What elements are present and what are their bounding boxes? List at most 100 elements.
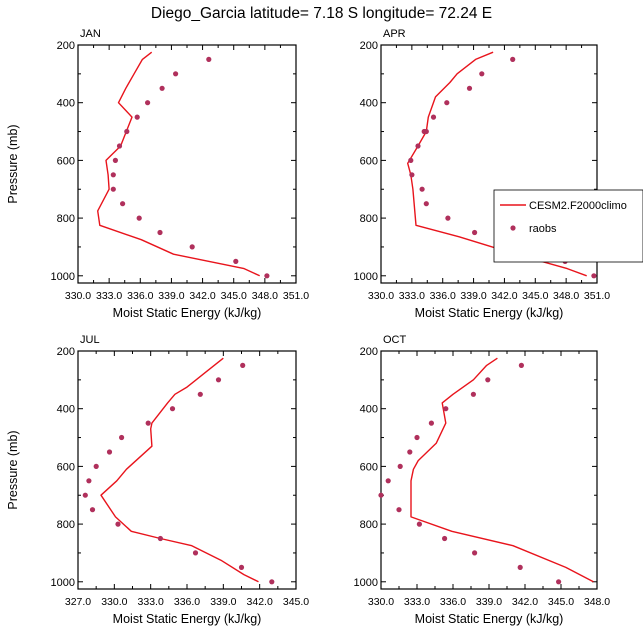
x-tick-label: 327.0 bbox=[65, 596, 91, 608]
raobs-point bbox=[442, 535, 448, 542]
panel-jan: JAN 330.0 333.0 336.0 339.0 342.0 345.0 348.0 35… bbox=[6, 28, 309, 320]
x-tick-label: 333.0 bbox=[96, 290, 122, 302]
panel-title: JUL bbox=[80, 334, 100, 346]
x-tick-label: 333.0 bbox=[138, 596, 164, 608]
y-tick-label: 800 bbox=[360, 519, 378, 531]
raobs-point bbox=[445, 215, 451, 221]
x-tick-label: 336.0 bbox=[440, 596, 466, 608]
legend: CESM2.F2000climo raobs bbox=[493, 189, 643, 263]
panel-title: OCT bbox=[383, 334, 407, 346]
x-tick-label: 336.0 bbox=[127, 290, 153, 302]
x-tick-label: 342.0 bbox=[247, 596, 273, 608]
raobs-point bbox=[421, 128, 427, 135]
raobs-point bbox=[82, 492, 88, 498]
raobs-point bbox=[112, 157, 118, 163]
x-tick-label: 333.0 bbox=[404, 596, 430, 608]
raobs-point bbox=[115, 521, 121, 527]
figure-title: Diego_Garcia latitude= 7.18 S longitude=… bbox=[151, 5, 492, 22]
raobs-point bbox=[240, 362, 246, 368]
y-tick-label: 400 bbox=[57, 404, 75, 416]
raobs-point bbox=[430, 114, 437, 120]
raobs-point bbox=[192, 550, 199, 556]
x-tick-label: 336.0 bbox=[430, 290, 456, 302]
x-tick-label: 333.0 bbox=[399, 290, 425, 302]
x-axis-label: Moist Static Energy (kJ/kg) bbox=[415, 612, 564, 626]
raobs-point bbox=[517, 564, 523, 571]
raobs-point bbox=[120, 201, 126, 207]
y-tick-label: 600 bbox=[360, 461, 378, 473]
panel-jul: JUL 327.0 330.0 333.0 336.0 339.0 342.0 345.0 20… bbox=[6, 334, 309, 626]
x-axis-label: Moist Static Energy (kJ/kg) bbox=[113, 612, 262, 626]
legend-dot-swatch bbox=[510, 225, 516, 231]
raobs-point bbox=[116, 143, 123, 149]
raobs-point bbox=[510, 56, 516, 63]
raobs-point bbox=[238, 564, 245, 571]
y-tick-label: 400 bbox=[360, 404, 378, 416]
y-tick-label: 1000 bbox=[51, 271, 75, 283]
raobs-point bbox=[233, 258, 239, 264]
x-tick-label: 339.0 bbox=[460, 290, 486, 302]
y-axis-label: Pressure (mb) bbox=[6, 430, 20, 509]
raobs-point bbox=[145, 420, 151, 426]
raobs-point bbox=[409, 172, 415, 178]
raobs-point bbox=[423, 201, 429, 207]
y-tick-label: 800 bbox=[360, 213, 378, 225]
y-tick-label: 400 bbox=[360, 98, 378, 110]
raobs-point bbox=[591, 273, 597, 279]
x-axis-label: Moist Static Energy (kJ/kg) bbox=[415, 306, 564, 320]
x-tick-label: 330.0 bbox=[65, 290, 91, 302]
raobs-point bbox=[428, 420, 434, 426]
y-tick-label: 800 bbox=[57, 519, 75, 531]
raobs-point bbox=[157, 535, 163, 542]
raobs-point bbox=[396, 507, 402, 513]
x-tick-label: 330.0 bbox=[101, 596, 127, 608]
raobs-point bbox=[466, 85, 473, 91]
raobs-point bbox=[86, 478, 92, 484]
y-tick-label: 600 bbox=[57, 155, 75, 167]
raobs-point bbox=[479, 71, 485, 77]
raobs-point bbox=[472, 229, 478, 236]
raobs-point bbox=[93, 463, 99, 469]
y-axis-label: Pressure (mb) bbox=[6, 124, 20, 203]
raobs-point bbox=[414, 434, 420, 441]
raobs-point bbox=[419, 186, 425, 192]
y-tick-label: 200 bbox=[57, 346, 75, 358]
panel-title: APR bbox=[383, 28, 406, 40]
x-tick-label: 345.0 bbox=[548, 596, 574, 608]
x-tick-label: 351.0 bbox=[283, 290, 309, 302]
y-tick-label: 800 bbox=[57, 213, 75, 225]
x-tick-label: 339.0 bbox=[476, 596, 502, 608]
raobs-point bbox=[444, 100, 450, 106]
y-tick-label: 200 bbox=[360, 40, 378, 52]
y-tick-label: 1000 bbox=[51, 577, 75, 589]
x-tick-label: 336.0 bbox=[174, 596, 200, 608]
y-tick-label: 200 bbox=[360, 346, 378, 358]
y-tick-label: 600 bbox=[360, 155, 378, 167]
raobs-point bbox=[485, 377, 491, 383]
raobs-point bbox=[119, 434, 125, 441]
raobs-point bbox=[397, 463, 403, 469]
raobs-point bbox=[157, 229, 163, 236]
raobs-point bbox=[556, 579, 562, 585]
raobs-point bbox=[215, 377, 222, 383]
model-profile-line bbox=[410, 357, 594, 583]
raobs-point bbox=[407, 449, 413, 455]
raobs-point bbox=[470, 391, 476, 397]
x-tick-label: 330.0 bbox=[368, 596, 394, 608]
raobs-point bbox=[197, 391, 203, 397]
raobs-point bbox=[124, 128, 130, 135]
raobs-point bbox=[110, 172, 116, 178]
raobs-point bbox=[134, 114, 140, 120]
raobs-point bbox=[443, 406, 449, 412]
raobs-point bbox=[408, 157, 414, 163]
raobs-point bbox=[416, 521, 422, 527]
model-profile-line bbox=[100, 357, 259, 583]
raobs-point bbox=[206, 56, 212, 63]
x-tick-label: 348.0 bbox=[584, 596, 610, 608]
raobs-point bbox=[269, 579, 275, 585]
panel-apr: APR 330.0 333.0 336.0 339.0 342.0 345.0 348.0 35… bbox=[354, 28, 643, 320]
raobs-point bbox=[169, 406, 176, 412]
y-tick-label: 1000 bbox=[354, 577, 378, 589]
x-tick-label: 348.0 bbox=[252, 290, 278, 302]
